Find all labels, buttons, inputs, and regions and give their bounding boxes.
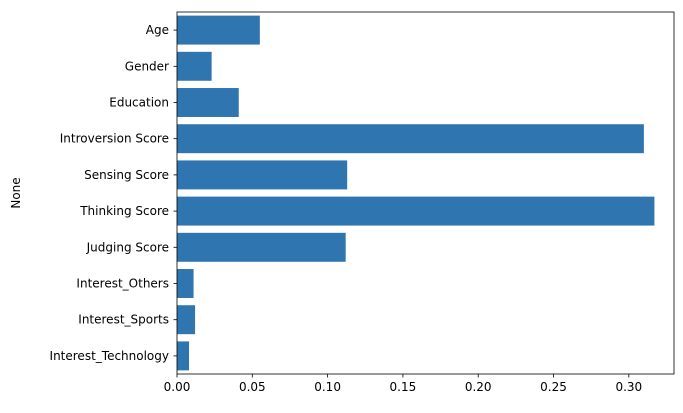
y-tick-label: Age <box>146 23 169 37</box>
bar-thinking-score <box>177 196 655 226</box>
bar-interest-sports <box>177 305 196 335</box>
bar-judging-score <box>177 232 346 262</box>
x-tick-label: 0.25 <box>540 380 567 394</box>
y-tick-label: Thinking Score <box>79 204 169 218</box>
bar-sensing-score <box>177 160 348 190</box>
bar-age <box>177 15 260 45</box>
y-tick-label: Interest_Sports <box>78 313 169 327</box>
y-axis-ticks: Age Gender Education Introversion Score Sens… <box>50 23 177 363</box>
bar-introversion-score <box>177 124 644 154</box>
y-axis-label: None <box>9 177 23 208</box>
x-tick-label: 0.20 <box>465 380 492 394</box>
bar-gender <box>177 51 212 81</box>
y-tick-label: Sensing Score <box>84 168 169 182</box>
y-tick-label: Introversion Score <box>60 132 169 146</box>
bar-interest-others <box>177 269 194 298</box>
y-tick-label: Judging Score <box>86 240 169 254</box>
y-tick-label: Education <box>109 96 169 110</box>
y-tick-label: Gender <box>125 59 169 73</box>
x-tick-label: 0.00 <box>164 380 191 394</box>
x-tick-label: 0.30 <box>615 380 642 394</box>
y-tick-label: Interest_Others <box>76 277 169 291</box>
bar-interest-technology <box>177 341 190 371</box>
x-tick-label: 0.10 <box>314 380 341 394</box>
y-tick-label: Interest_Technology <box>50 349 169 363</box>
x-tick-label: 0.05 <box>239 380 266 394</box>
x-tick-label: 0.15 <box>390 380 417 394</box>
bar-education <box>177 88 239 117</box>
x-axis-ticks: 0.00 0.05 0.10 0.15 0.20 0.25 0.30 <box>164 374 642 394</box>
plot-frame <box>176 11 675 375</box>
bars-group <box>177 15 655 371</box>
